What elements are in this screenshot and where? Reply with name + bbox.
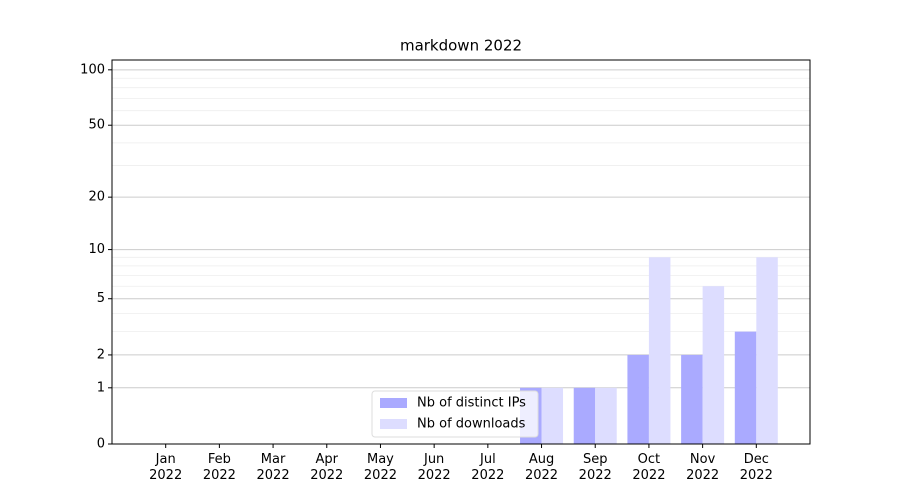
bar xyxy=(627,354,649,444)
legend-label: Nb of downloads xyxy=(417,417,526,432)
y-tick-label: 50 xyxy=(88,118,105,133)
y-tick-label: 20 xyxy=(88,190,105,205)
legend-swatch xyxy=(380,419,407,429)
y-tick-label: 5 xyxy=(97,291,105,306)
x-tick-label: May 2022 xyxy=(363,452,397,483)
plot-frame xyxy=(111,59,811,445)
x-tick-label: Dec 2022 xyxy=(739,452,773,483)
x-tick-label: Jan 2022 xyxy=(149,452,183,483)
legend-frame xyxy=(371,390,539,438)
chart-title: markdown 2022 xyxy=(400,37,522,55)
bar xyxy=(734,331,757,444)
legend-swatch xyxy=(380,398,407,408)
bar xyxy=(573,387,596,444)
y-tick-label: 0 xyxy=(97,437,105,452)
x-tick-label: Nov 2022 xyxy=(686,452,720,483)
x-tick-label: Feb 2022 xyxy=(202,452,236,483)
y-tick-label: 2 xyxy=(97,347,105,362)
legend: Nb of distinct IPs Nb of downloads xyxy=(371,390,539,438)
bar xyxy=(702,286,725,444)
x-tick-label: Apr 2022 xyxy=(310,452,344,483)
x-tick-label: Aug 2022 xyxy=(524,452,559,483)
legend-label: Nb of distinct IPs xyxy=(417,396,526,411)
x-tick-label: Oct 2022 xyxy=(632,452,666,483)
bar xyxy=(595,387,617,444)
y-tick-label: 100 xyxy=(80,62,105,77)
x-tick-label: Jun 2022 xyxy=(417,452,451,483)
x-tick-label: Sep 2022 xyxy=(578,452,612,483)
y-tick-label: 10 xyxy=(88,242,105,257)
y-tick-label: 1 xyxy=(97,380,105,395)
x-tick-label: Mar 2022 xyxy=(256,452,290,483)
bar xyxy=(756,257,778,444)
bar xyxy=(541,387,564,444)
bar xyxy=(648,257,671,444)
x-tick-label: Jul 2022 xyxy=(471,452,505,483)
bar xyxy=(681,354,703,444)
